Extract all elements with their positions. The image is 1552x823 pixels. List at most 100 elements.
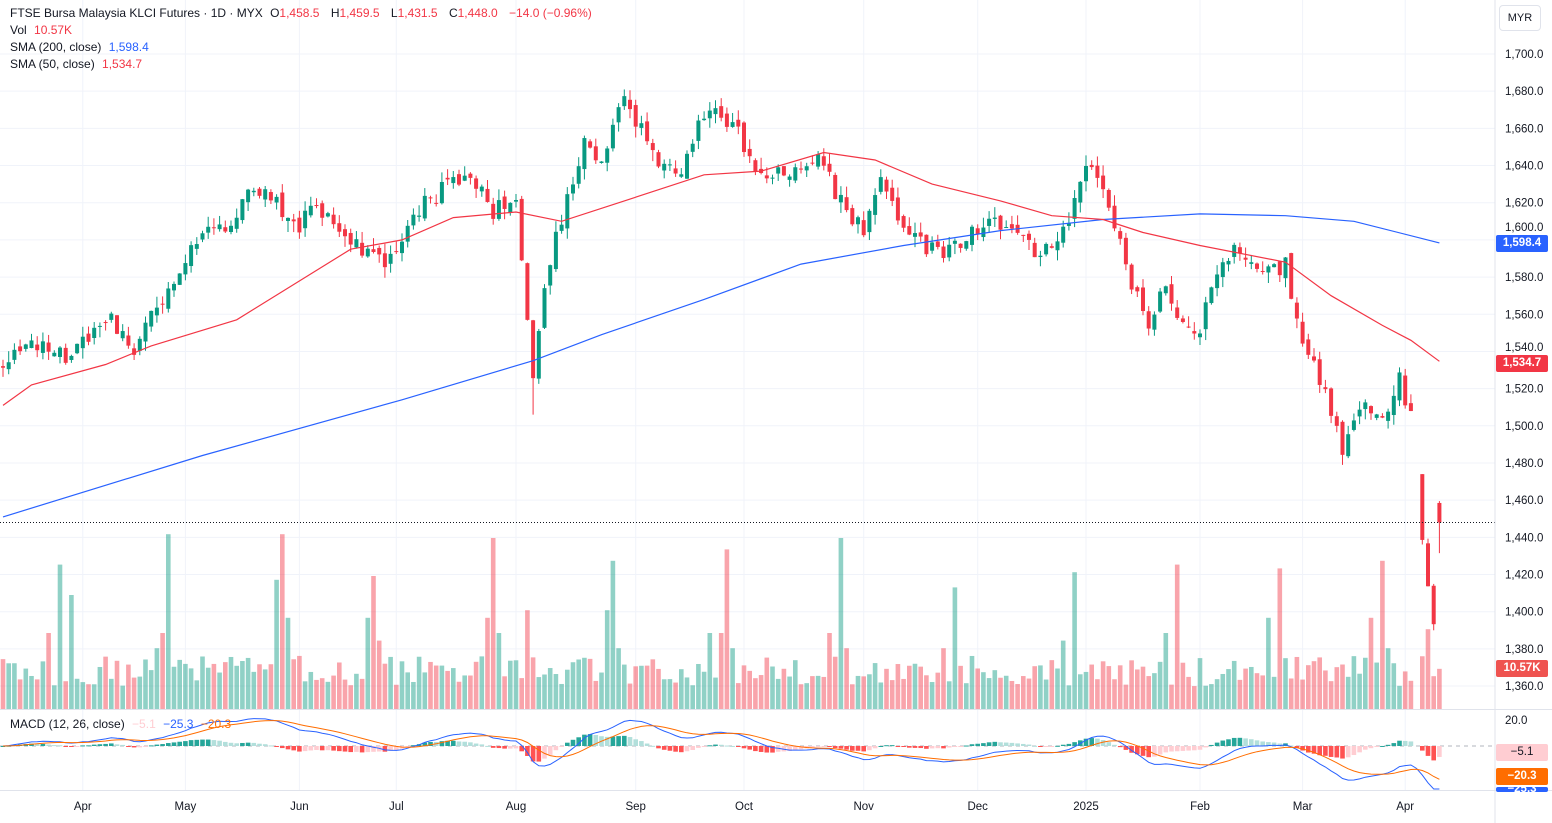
macd-hist-bar (1174, 746, 1180, 752)
macd-hist-bar (148, 745, 154, 747)
sma50-legend[interactable]: SMA (50, close) 1,534.7 (10, 57, 146, 71)
candle (514, 194, 518, 208)
volume-bar (696, 663, 701, 709)
macd-tick-label: 20.0 (1505, 715, 1527, 727)
macd-hist-bar (29, 743, 34, 746)
volume-bar (171, 666, 177, 709)
macd-hist-bar (798, 746, 804, 750)
volume-bar (114, 660, 120, 709)
volume-bar (1146, 676, 1151, 709)
volume-bar (582, 657, 587, 709)
macd-hist-bar (924, 746, 929, 749)
volume-bar (986, 678, 992, 709)
candle (964, 240, 969, 251)
candle (685, 150, 689, 179)
currency-button[interactable]: MYR (1499, 5, 1541, 31)
volume-bar (536, 677, 542, 709)
macd-hist-bar (262, 744, 268, 746)
volume-bar (63, 681, 68, 709)
volume-bar (1402, 671, 1408, 709)
macd-hist-bar (1425, 746, 1431, 756)
macd-hist-bar (582, 734, 587, 746)
macd-label: MACD (12, 26, close) (10, 717, 125, 731)
candle (63, 343, 68, 365)
candle (1277, 260, 1282, 283)
candle (1198, 329, 1202, 346)
macd-hist-bar (1032, 745, 1037, 747)
sma50-label: SMA (50, close) (10, 57, 95, 71)
macd-hist-bar (1260, 741, 1265, 746)
candle (1061, 220, 1066, 248)
macd-hist-bar (770, 746, 775, 753)
macd-hist-bar (1385, 744, 1391, 746)
candle (400, 233, 404, 262)
volume-bar (1214, 679, 1220, 709)
candle (1163, 285, 1168, 296)
volume-bar (445, 670, 450, 709)
candle (308, 196, 313, 218)
macd-hist-bar (815, 746, 821, 747)
volume-bar (941, 648, 946, 709)
volume-bar (342, 679, 348, 709)
candle (935, 234, 940, 250)
volume-bar (388, 656, 393, 709)
macd-hist-bar (604, 736, 610, 746)
candle (1015, 215, 1020, 235)
macd-hist-bar (610, 736, 616, 746)
macd-hist-bar (274, 746, 279, 747)
price-tick-label: 1,620.0 (1505, 198, 1543, 210)
macd-hist-bar (1214, 742, 1220, 746)
macd-hist-bar (1135, 746, 1140, 755)
macd-legend[interactable]: MACD (12, 26, close) −5.1 −25.3 −20.3 (10, 717, 235, 731)
macd-hist-bar (656, 746, 661, 749)
time-tick-label: Sep (625, 801, 645, 813)
volume-bar (451, 668, 456, 709)
macd-hist-bar (1220, 740, 1226, 746)
candle (873, 188, 878, 225)
macd-hist-bar (337, 746, 342, 752)
volume-bar (1152, 673, 1157, 709)
candle (1369, 405, 1373, 420)
candle (1408, 394, 1413, 412)
volume-bar (137, 676, 143, 709)
macd-hist-bar (1003, 742, 1009, 746)
candle (1363, 399, 1368, 420)
macd-hist-bar (160, 744, 165, 746)
macd-hist-bar (1152, 746, 1157, 757)
volume-bar (1123, 684, 1129, 709)
candle (622, 89, 627, 110)
volume-bar (1431, 676, 1436, 709)
macd-hist-bar (1254, 740, 1260, 746)
volume-bar (1408, 680, 1414, 709)
candle (337, 215, 342, 237)
volume-bar (262, 669, 268, 709)
volume-bar (1180, 662, 1186, 709)
candle (1329, 387, 1334, 424)
volume-bar (981, 672, 986, 709)
candle (1186, 316, 1191, 329)
candle (360, 231, 365, 258)
candle (217, 215, 222, 232)
sma200-legend[interactable]: SMA (200, close) 1,598.4 (10, 40, 153, 54)
macd-hist-bar (1169, 746, 1174, 752)
macd-hist-bar (1026, 744, 1032, 746)
volume-bar (120, 685, 125, 709)
volume-legend[interactable]: Vol 10.57K (10, 23, 76, 37)
candle (137, 336, 142, 356)
volume-bar (627, 683, 633, 709)
candle (1004, 220, 1009, 229)
volume-bar (1209, 684, 1214, 709)
macd-hist-bar (1397, 740, 1402, 746)
macd-hist-bar (177, 741, 182, 746)
volume-bar (889, 680, 895, 709)
volume-bar (52, 685, 57, 709)
candle (1072, 190, 1077, 228)
volume-bar (684, 677, 690, 709)
candle (1403, 368, 1408, 409)
candle (821, 148, 826, 171)
volume-bar (166, 534, 171, 709)
macd-hist-bar (468, 742, 473, 746)
volume-bar (1300, 679, 1305, 709)
candle (553, 221, 558, 272)
